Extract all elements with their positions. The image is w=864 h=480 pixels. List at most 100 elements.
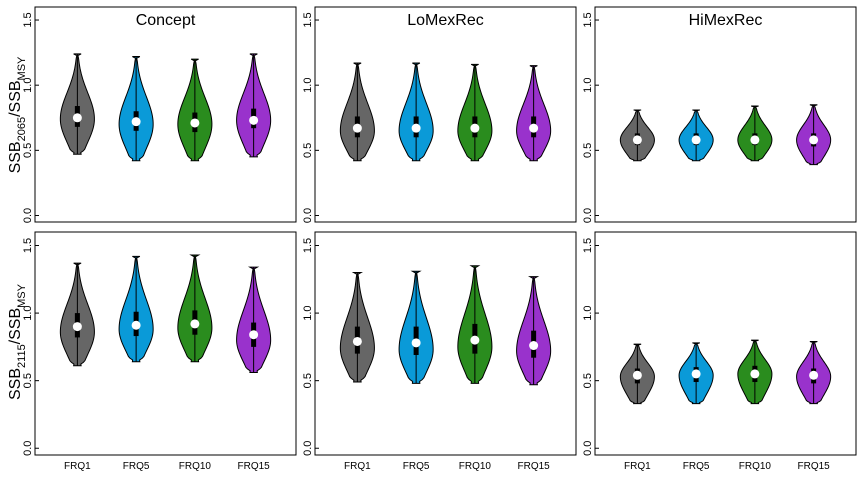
violin-FRQ15 bbox=[796, 104, 832, 166]
panel-1-0: 0.0 0.5 1.0 1.5 FRQ1 FRQ5 FRQ10 FRQ15 bbox=[22, 231, 297, 472]
x-tick-label: FRQ15 bbox=[238, 461, 271, 472]
violin-median-point bbox=[190, 118, 200, 128]
y-tick-label: 0.5 bbox=[582, 143, 594, 158]
violin-median-point bbox=[72, 322, 82, 332]
y-tick-label: 1.0 bbox=[22, 78, 34, 93]
x-tick-label: FRQ10 bbox=[739, 461, 772, 472]
panel-title: LoMexRec bbox=[407, 12, 483, 29]
y-tick-label: 1.5 bbox=[582, 12, 594, 27]
panel-frame bbox=[314, 6, 577, 223]
violin-median-point bbox=[72, 113, 82, 123]
violin-median-point bbox=[750, 135, 760, 145]
x-tick-label: FRQ1 bbox=[624, 461, 651, 472]
y-tick-label: 0.0 bbox=[22, 441, 34, 456]
panel-1-1: 0.0 0.5 1.0 1.5 FRQ1 FRQ5 FRQ10 FRQ15 bbox=[302, 231, 577, 472]
violin-FRQ15 bbox=[236, 53, 272, 158]
violin-median-point bbox=[131, 320, 141, 330]
x-tick-label: FRQ5 bbox=[683, 461, 710, 472]
violin-median-point bbox=[691, 369, 701, 379]
violin-median-point bbox=[190, 319, 200, 329]
x-tick-label: FRQ15 bbox=[518, 461, 551, 472]
panel-frame bbox=[314, 231, 577, 456]
row-label-bottom: SSB2115/SSBMSY bbox=[7, 283, 28, 400]
violin-median-point bbox=[632, 135, 642, 145]
y-tick-label: 1.5 bbox=[582, 238, 594, 253]
violin-median-point bbox=[529, 341, 539, 351]
panel-frame bbox=[34, 6, 297, 223]
y-tick-label: 1.0 bbox=[22, 305, 34, 320]
y-tick-label: 0.5 bbox=[22, 373, 34, 388]
violin-median-point bbox=[249, 330, 259, 340]
violin-FRQ15 bbox=[236, 266, 272, 374]
violin-FRQ1 bbox=[339, 62, 375, 162]
violin-median-point bbox=[352, 123, 362, 133]
y-tick-label: 1.5 bbox=[22, 238, 34, 253]
violin-median-point bbox=[470, 123, 480, 133]
y-tick-label: 0.5 bbox=[302, 373, 314, 388]
panel-frame bbox=[594, 6, 857, 223]
x-tick-label: FRQ10 bbox=[459, 461, 492, 472]
panel-0-0: 0.0 0.5 1.0 1.5 Concept bbox=[22, 6, 297, 223]
violin-FRQ10 bbox=[177, 58, 213, 162]
violin-median-point bbox=[411, 338, 421, 348]
violin-median-point bbox=[529, 123, 539, 133]
violin-median-point bbox=[249, 115, 259, 125]
violin-FRQ5 bbox=[398, 270, 434, 384]
y-tick-label: 0.5 bbox=[582, 373, 594, 388]
violin-median-point bbox=[632, 370, 642, 380]
violin-FRQ1 bbox=[619, 343, 655, 405]
y-tick-label: 1.5 bbox=[302, 12, 314, 27]
violin-FRQ15 bbox=[796, 340, 832, 405]
x-tick-label: FRQ5 bbox=[123, 461, 150, 472]
violin-FRQ5 bbox=[118, 255, 154, 363]
y-tick-label: 0.0 bbox=[22, 208, 34, 223]
y-tick-label: 1.5 bbox=[22, 12, 34, 27]
y-tick-label: 0.0 bbox=[582, 441, 594, 456]
y-tick-label: 1.0 bbox=[302, 78, 314, 93]
y-tick-label: 1.5 bbox=[302, 238, 314, 253]
y-tick-label: 1.0 bbox=[302, 305, 314, 320]
panel-0-2: 0.0 0.5 1.0 1.5 HiMexRec bbox=[582, 6, 857, 223]
violin-FRQ15 bbox=[516, 65, 552, 162]
y-tick-label: 0.0 bbox=[582, 208, 594, 223]
violin-FRQ5 bbox=[678, 342, 714, 405]
y-tick-label: 0.0 bbox=[302, 208, 314, 223]
violin-FRQ1 bbox=[619, 109, 655, 162]
y-tick-label: 0.5 bbox=[302, 143, 314, 158]
violin-median-point bbox=[809, 135, 819, 145]
violin-FRQ10 bbox=[457, 265, 493, 384]
panel-frame bbox=[594, 231, 857, 456]
panel-frame bbox=[34, 231, 297, 456]
violin-FRQ5 bbox=[678, 109, 714, 162]
x-tick-label: FRQ1 bbox=[64, 461, 91, 472]
row-labels: SSB2065/SSBMSY SSB2115/SSBMSY bbox=[7, 56, 28, 400]
violin-median-point bbox=[750, 369, 760, 379]
x-tick-label: FRQ15 bbox=[798, 461, 831, 472]
y-tick-label: 0.0 bbox=[302, 441, 314, 456]
panel-0-1: 0.0 0.5 1.0 1.5 LoMexRec bbox=[302, 6, 577, 223]
y-tick-label: 0.5 bbox=[22, 143, 34, 158]
violin-median-point bbox=[131, 117, 141, 127]
violin-median-point bbox=[691, 135, 701, 145]
violin-median-point bbox=[470, 335, 480, 345]
violin-FRQ5 bbox=[118, 56, 154, 162]
violin-FRQ10 bbox=[737, 339, 773, 405]
x-tick-label: FRQ1 bbox=[344, 461, 371, 472]
violin-FRQ10 bbox=[457, 63, 493, 162]
violin-FRQ1 bbox=[59, 262, 95, 367]
panel-title: HiMexRec bbox=[689, 12, 763, 29]
violin-FRQ10 bbox=[177, 254, 213, 363]
violin-FRQ1 bbox=[339, 272, 375, 383]
row-label-top: SSB2065/SSBMSY bbox=[7, 56, 28, 173]
y-tick-label: 1.0 bbox=[582, 78, 594, 93]
violin-FRQ10 bbox=[737, 105, 773, 162]
panel-title: Concept bbox=[136, 12, 196, 29]
panel-1-2: 0.0 0.5 1.0 1.5 FRQ1 FRQ5 FRQ10 FRQ15 bbox=[582, 231, 857, 472]
violin-FRQ5 bbox=[398, 62, 434, 162]
x-tick-label: FRQ5 bbox=[403, 461, 430, 472]
violin-median-point bbox=[352, 336, 362, 346]
violin-FRQ15 bbox=[516, 276, 552, 386]
y-tick-label: 1.0 bbox=[582, 305, 594, 320]
